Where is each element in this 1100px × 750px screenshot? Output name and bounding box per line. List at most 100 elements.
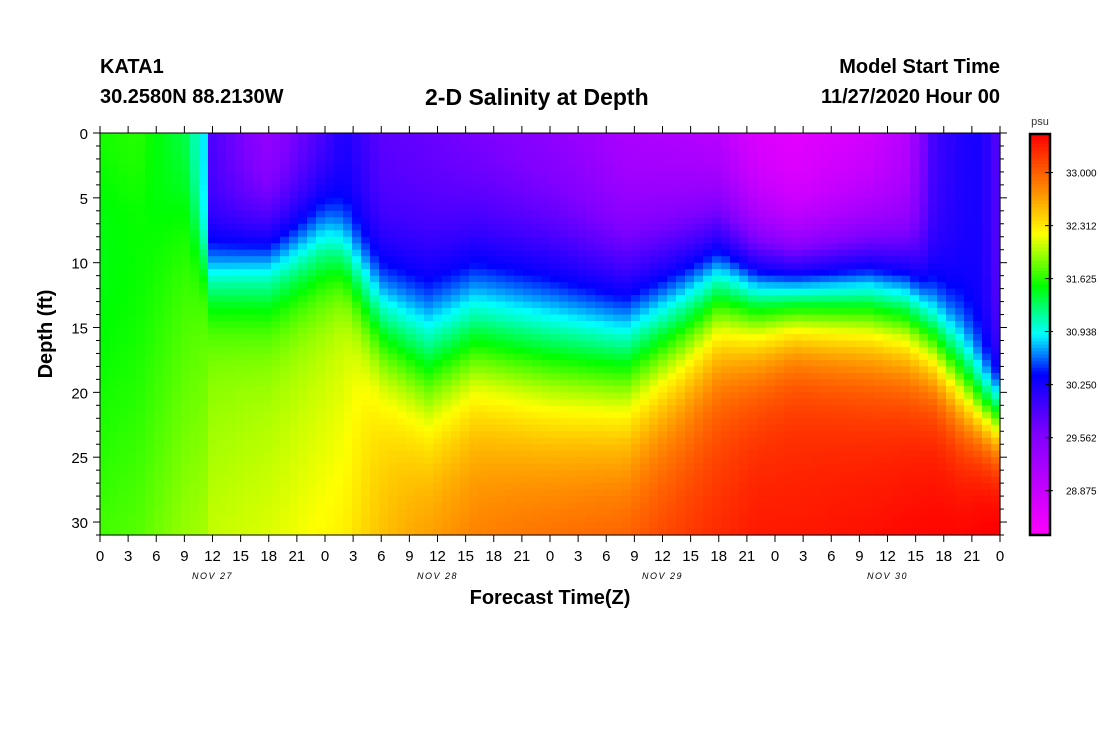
heatmap-cell bbox=[424, 437, 434, 445]
heatmap-cell bbox=[253, 359, 263, 368]
heatmap-cell bbox=[352, 256, 362, 264]
heatmap-cell bbox=[649, 133, 659, 141]
heatmap-cell bbox=[172, 340, 182, 348]
heatmap-cell bbox=[235, 145, 245, 154]
heatmap-cell bbox=[775, 249, 785, 257]
heatmap-cell bbox=[271, 158, 281, 167]
heatmap-cell bbox=[532, 405, 542, 413]
heatmap-cell bbox=[154, 334, 164, 342]
heatmap-cell bbox=[622, 379, 632, 387]
heatmap-cell bbox=[631, 256, 641, 264]
heatmap-cell bbox=[550, 359, 560, 368]
heatmap-cell bbox=[118, 223, 128, 231]
heatmap-cell bbox=[784, 275, 794, 283]
heatmap-cell bbox=[199, 197, 209, 205]
heatmap-cell bbox=[784, 321, 794, 329]
heatmap-cell bbox=[361, 327, 371, 335]
heatmap-cell bbox=[217, 301, 227, 309]
heatmap-cell bbox=[793, 418, 803, 426]
heatmap-cell bbox=[793, 178, 803, 186]
heatmap-cell bbox=[577, 470, 587, 478]
heatmap-cell bbox=[703, 424, 713, 432]
heatmap-cell bbox=[550, 249, 560, 257]
heatmap-cell bbox=[379, 262, 389, 270]
heatmap-cell bbox=[559, 178, 569, 186]
heatmap-cell bbox=[208, 346, 218, 355]
heatmap-cell bbox=[604, 334, 614, 342]
heatmap-cell bbox=[622, 139, 632, 147]
heatmap-cell bbox=[163, 379, 173, 387]
heatmap-cell bbox=[307, 515, 317, 523]
heatmap-cell bbox=[604, 470, 614, 478]
heatmap-cell bbox=[658, 457, 668, 465]
heatmap-cell bbox=[802, 327, 812, 335]
heatmap-cell bbox=[370, 133, 380, 141]
heatmap-cell bbox=[379, 457, 389, 465]
heatmap-cell bbox=[226, 301, 236, 309]
heatmap-cell bbox=[388, 437, 398, 445]
heatmap-cell bbox=[181, 204, 191, 212]
heatmap-cell bbox=[100, 502, 110, 510]
heatmap-cell bbox=[289, 321, 299, 329]
heatmap-cell bbox=[793, 152, 803, 160]
heatmap-cell bbox=[109, 308, 119, 316]
heatmap-cell bbox=[289, 489, 299, 497]
heatmap-cell bbox=[613, 210, 623, 218]
heatmap-cell bbox=[523, 243, 533, 251]
heatmap-cell bbox=[154, 528, 164, 536]
heatmap-cell bbox=[190, 256, 200, 264]
heatmap-cell bbox=[487, 165, 497, 173]
heatmap-cell bbox=[370, 528, 380, 536]
heatmap-cell bbox=[622, 197, 632, 205]
heatmap-cell bbox=[370, 314, 380, 322]
heatmap-cell bbox=[676, 385, 686, 393]
heatmap-cell bbox=[757, 256, 767, 264]
heatmap-cell bbox=[298, 145, 308, 154]
heatmap-cell bbox=[406, 346, 416, 355]
heatmap-cell bbox=[613, 424, 623, 432]
heatmap-cell bbox=[289, 424, 299, 432]
heatmap-cell bbox=[559, 191, 569, 199]
heatmap-cell bbox=[739, 243, 749, 251]
heatmap-cell bbox=[352, 405, 362, 413]
heatmap-cell bbox=[433, 191, 443, 199]
heatmap-cell bbox=[712, 515, 722, 523]
heatmap-cell bbox=[388, 509, 398, 517]
heatmap-cell bbox=[217, 171, 227, 179]
heatmap-cell bbox=[181, 269, 191, 277]
heatmap-cell bbox=[541, 359, 551, 368]
heatmap-cell bbox=[739, 470, 749, 478]
heatmap-cell bbox=[325, 301, 335, 309]
heatmap-cell bbox=[100, 457, 110, 465]
heatmap-cell bbox=[676, 437, 686, 445]
heatmap-cell bbox=[280, 515, 290, 523]
heatmap-cell bbox=[586, 308, 596, 316]
heatmap-cell bbox=[325, 340, 335, 348]
heatmap-cell bbox=[343, 353, 353, 361]
heatmap-cell bbox=[595, 327, 605, 335]
heatmap-cell bbox=[361, 424, 371, 432]
heatmap-cell bbox=[811, 437, 821, 445]
heatmap-cell bbox=[613, 353, 623, 361]
heatmap-cell bbox=[460, 476, 470, 484]
heatmap-cell bbox=[199, 470, 209, 478]
heatmap-cell bbox=[694, 139, 704, 147]
heatmap-cell bbox=[766, 152, 776, 160]
heatmap-cell bbox=[118, 476, 128, 484]
heatmap-cell bbox=[730, 204, 740, 212]
heatmap-cell bbox=[280, 385, 290, 393]
heatmap-cell bbox=[478, 489, 488, 497]
heatmap-cell bbox=[127, 178, 137, 186]
heatmap-cell bbox=[748, 515, 758, 523]
heatmap-cell bbox=[820, 158, 830, 167]
heatmap-cell bbox=[406, 197, 416, 205]
heatmap-cell bbox=[784, 152, 794, 160]
heatmap-cell bbox=[424, 346, 434, 355]
heatmap-cell bbox=[478, 405, 488, 413]
heatmap-cell bbox=[379, 353, 389, 361]
heatmap-cell bbox=[559, 204, 569, 212]
heatmap-cell bbox=[757, 288, 767, 296]
heatmap-cell bbox=[766, 145, 776, 154]
heatmap-cell bbox=[271, 366, 281, 374]
heatmap-cell bbox=[469, 269, 479, 277]
